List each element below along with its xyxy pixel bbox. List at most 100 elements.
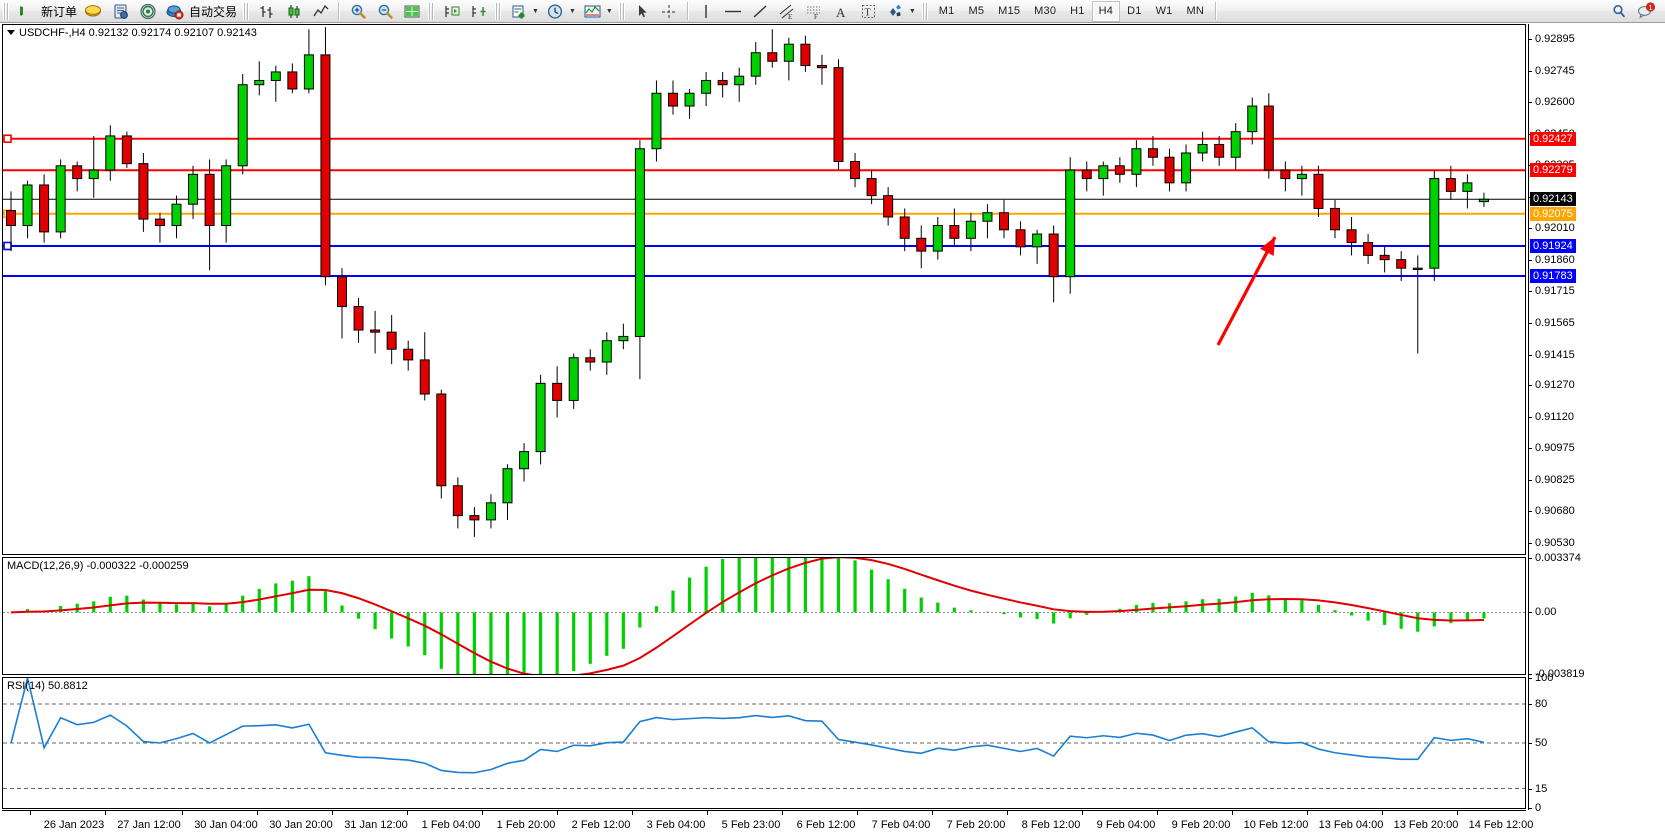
text-label-button[interactable]: T	[855, 0, 882, 23]
new-order-button[interactable]	[13, 0, 40, 23]
auto-scroll-button[interactable]	[438, 0, 465, 23]
toolbar-grip[interactable]	[3, 2, 10, 20]
time-tick-label: 7 Feb 04:00	[871, 819, 931, 831]
price-level-label-support-lower[interactable]: 0.91783	[1530, 269, 1576, 284]
line-chart-button[interactable]	[307, 0, 334, 23]
expert-advisor-button[interactable]	[80, 0, 107, 23]
toolbar-grip-4[interactable]	[495, 2, 503, 20]
timeframe-m15[interactable]: M15	[998, 5, 1021, 17]
time-tick	[482, 811, 483, 815]
trendline-button[interactable]	[747, 0, 774, 23]
templates-dropdown-arrow[interactable]: ▼	[605, 7, 613, 15]
macd-pane-title: MACD(12,26,9) -0.000322 -0.000259	[7, 560, 189, 572]
autotrading-button[interactable]	[161, 0, 188, 23]
zoom-in-button[interactable]	[344, 0, 371, 23]
rsi-pane[interactable]: RSI(14) 50.8812	[2, 677, 1526, 809]
zoom-out-button[interactable]	[371, 0, 398, 23]
auto-scroll-icon	[443, 3, 461, 20]
price-tick-label: 0.91120	[1535, 411, 1574, 424]
time-tick-label: 27 Jan 12:00	[117, 819, 181, 831]
price-scale[interactable]: 0.928950.927450.926000.924500.923050.921…	[1528, 24, 1665, 814]
add-indicator-button[interactable]	[505, 0, 532, 23]
zoom-in-icon	[349, 3, 367, 20]
shapes-button[interactable]	[882, 0, 909, 23]
bar-chart-icon	[258, 3, 276, 20]
market-watch-icon	[139, 3, 157, 20]
market-watch-button[interactable]	[134, 0, 161, 23]
timeframe-w1[interactable]: W1	[1155, 5, 1173, 17]
time-tick	[1307, 811, 1308, 815]
horizontal-line-button[interactable]	[720, 0, 747, 23]
period-dropdown-arrow[interactable]: ▼	[568, 7, 576, 15]
toolbar-grip-5[interactable]	[618, 2, 626, 20]
price-level-label-current-bid[interactable]: 0.92143	[1530, 192, 1576, 207]
zoom-out-icon	[376, 3, 394, 20]
collapse-triangle-icon[interactable]	[7, 29, 15, 35]
price-level-label-pivot-level[interactable]: 0.92075	[1530, 206, 1576, 221]
price-pane-title: USDCHF-,H4 0.92132 0.92174 0.92107 0.921…	[7, 27, 257, 39]
new-order-label: 新订单	[41, 4, 78, 19]
chart-shift-button[interactable]	[465, 0, 492, 23]
time-tick	[407, 811, 408, 815]
chart-shift-icon	[470, 3, 488, 20]
period-button[interactable]	[542, 0, 569, 23]
tile-windows-button[interactable]	[398, 0, 425, 23]
vertical-line-button[interactable]	[693, 0, 720, 23]
time-tick-label: 13 Feb 04:00	[1318, 819, 1384, 831]
terminal-button[interactable]	[107, 0, 134, 23]
rsi-tick-label: 0	[1535, 802, 1542, 814]
templates-button[interactable]	[579, 0, 606, 23]
chart-window[interactable]: USDCHF-,H4 0.92132 0.92174 0.92107 0.921…	[0, 24, 1665, 836]
price-tick	[1528, 322, 1532, 324]
price-level-label-resistance-lower[interactable]: 0.92279	[1530, 163, 1576, 178]
add-indicator-dropdown-arrow[interactable]: ▼	[532, 7, 539, 15]
timeframe-h1[interactable]: H1	[1070, 5, 1085, 17]
channel-button[interactable]: E	[774, 0, 801, 23]
search-button[interactable]	[1605, 0, 1632, 23]
time-tick	[30, 811, 31, 815]
price-tick	[1528, 354, 1532, 356]
price-tick-label: 0.91270	[1535, 379, 1575, 392]
time-tick-label: 13 Feb 20:00	[1393, 819, 1459, 831]
candlestick-chart-button[interactable]	[280, 0, 307, 23]
price-tick-label: 0.91565	[1535, 316, 1575, 329]
price-level-label-resistance-upper[interactable]: 0.92427	[1530, 131, 1576, 146]
notification-button[interactable]: 1	[1632, 0, 1659, 23]
fibonacci-button[interactable]: F	[801, 0, 828, 23]
price-level-label-support-upper[interactable]: 0.91924	[1530, 238, 1576, 253]
shapes-dropdown-arrow[interactable]: ▼	[908, 7, 916, 15]
time-tick-label: 30 Jan 04:00	[194, 819, 258, 831]
time-axis[interactable]: 26 Jan 2023 27 Jan 12:00 30 Jan 04:00 30 Ja…	[2, 810, 1533, 837]
timeframe-m1[interactable]: M1	[938, 5, 955, 17]
rsi-tick	[1528, 704, 1532, 705]
rsi-tick-label: 15	[1535, 782, 1548, 795]
price-tick	[1528, 543, 1532, 545]
macd-pane[interactable]: MACD(12,26,9) -0.000322 -0.000259	[2, 557, 1526, 675]
price-tick	[1528, 417, 1532, 419]
time-tick-label: 8 Feb 12:00	[1021, 819, 1081, 831]
toolbar-grip-2[interactable]	[243, 2, 251, 20]
bar-chart-button[interactable]	[253, 0, 280, 23]
price-tick-label: 0.90680	[1535, 505, 1575, 518]
toolbar-grip-3[interactable]	[428, 2, 436, 20]
time-tick	[182, 811, 183, 815]
timeframe-m5[interactable]: M5	[968, 5, 985, 17]
trendline-icon	[751, 3, 769, 20]
price-pane[interactable]: USDCHF-,H4 0.92132 0.92174 0.92107 0.921…	[2, 24, 1526, 555]
crosshair-tool-button[interactable]	[656, 0, 683, 23]
timeframe-m30[interactable]: M30	[1034, 5, 1057, 17]
text-button[interactable]: A	[828, 0, 855, 23]
notification-icon: 1	[1636, 2, 1656, 20]
time-tick-label: 6 Feb 12:00	[796, 819, 856, 831]
fibonacci-retracement-icon: F	[805, 3, 823, 20]
cursor-tool-button[interactable]	[629, 0, 656, 23]
timeframe-mn[interactable]: MN	[1186, 5, 1204, 17]
new-order-icon	[18, 3, 35, 20]
toolbar-grip-6[interactable]	[921, 2, 929, 20]
horizontal-line-icon	[723, 3, 743, 20]
timeframe-d1[interactable]: D1	[1127, 5, 1142, 17]
timeframe-h4[interactable]: H4	[1091, 0, 1121, 22]
price-tick	[1528, 511, 1532, 513]
time-tick	[932, 811, 933, 815]
equidistant-channel-icon: E	[778, 3, 796, 20]
